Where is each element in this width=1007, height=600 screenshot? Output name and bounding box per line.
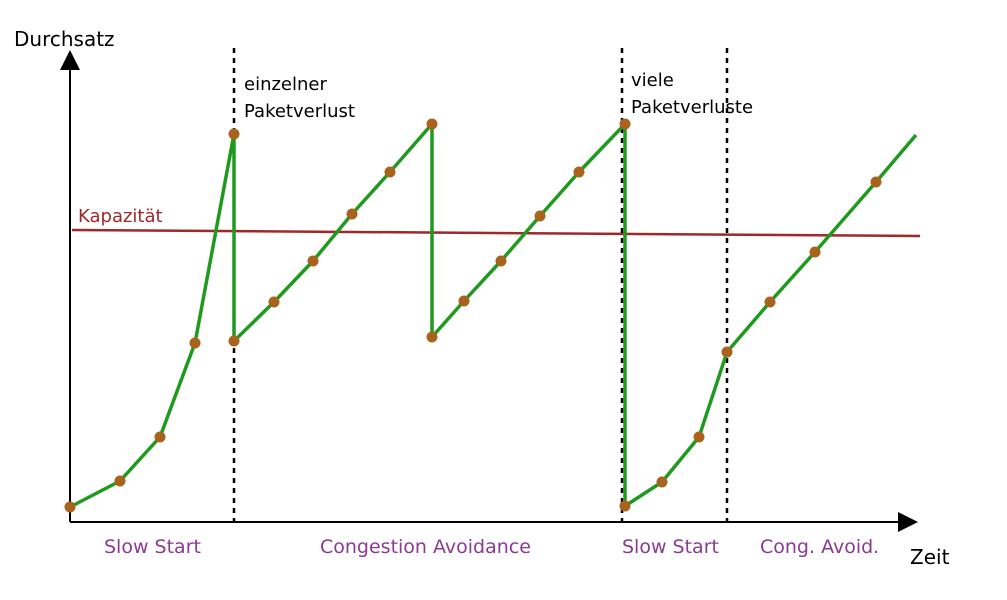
data-point (809, 246, 821, 258)
data-point (189, 337, 201, 349)
data-point (114, 475, 126, 487)
data-point (384, 166, 396, 178)
data-point (495, 255, 507, 267)
throughput-curve (69, 122, 918, 509)
data-point (534, 210, 546, 222)
data-point (619, 118, 631, 130)
data-point (64, 501, 76, 513)
data-point (870, 176, 882, 188)
data-point (228, 128, 240, 140)
data-point (458, 295, 470, 307)
y-axis-label: Durchsatz (14, 27, 115, 51)
data-point (721, 346, 733, 358)
data-point (426, 118, 438, 130)
data-point (573, 166, 585, 178)
phase-label-congestion-avoidance: Congestion Avoidance (320, 536, 531, 558)
data-point (346, 208, 358, 220)
data-point (154, 431, 166, 443)
multi-loss-annotation-line2: Paketverluste (631, 97, 753, 118)
data-point (764, 296, 776, 308)
phase-label-cong-avoid: Cong. Avoid. (760, 536, 879, 558)
capacity-label: Kapazität (78, 206, 163, 227)
multi-loss-annotation-line1: viele (631, 70, 674, 91)
capacity-line (71, 228, 921, 238)
x-axis-label: Zeit (910, 545, 950, 569)
phase-label-slow-start-2: Slow Start (622, 536, 719, 558)
single-loss-annotation-line2: Paketverlust (244, 101, 355, 122)
phase-label-slow-start-1: Slow Start (104, 536, 201, 558)
data-point (693, 431, 705, 443)
data-point (268, 296, 280, 308)
data-point (307, 255, 319, 267)
single-loss-annotation-line1: einzelner (244, 74, 327, 95)
data-point (619, 500, 631, 512)
data-point (426, 331, 438, 343)
data-points (64, 118, 882, 513)
data-point (228, 335, 240, 347)
data-point (656, 476, 668, 488)
